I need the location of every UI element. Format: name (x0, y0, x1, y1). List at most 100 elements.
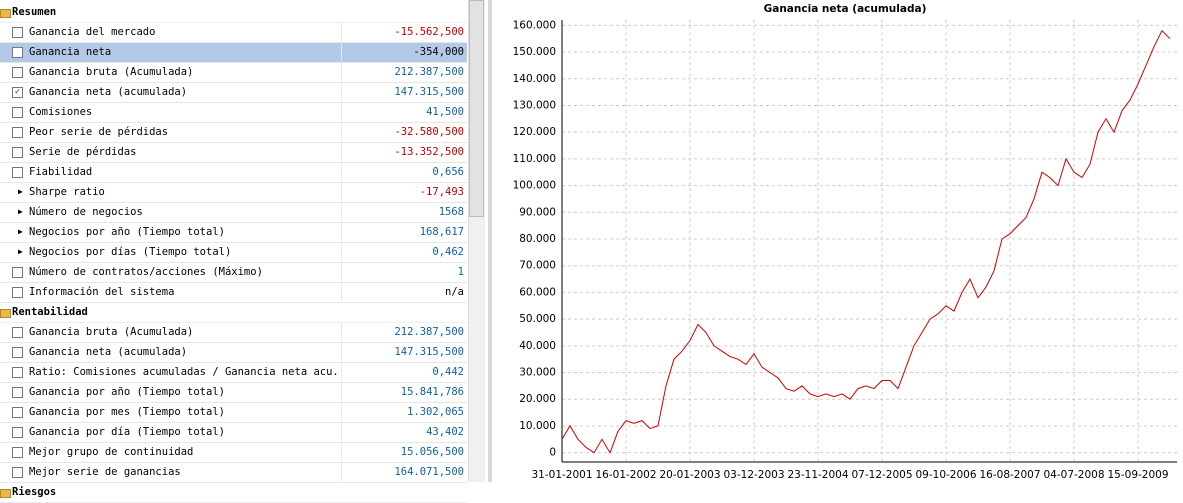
stat-label: Ganancia neta (29, 46, 112, 58)
stat-label: Información del sistema (29, 286, 175, 298)
stat-row[interactable]: Ganancia del mercado -15.562,500 (0, 23, 467, 43)
stat-row[interactable]: Ganancia por año (Tiempo total) 15.841,78… (0, 383, 467, 403)
checkbox[interactable] (12, 327, 23, 338)
x-tick-label: 04-07-2008 (1043, 469, 1104, 481)
section-title: Resumen (12, 6, 57, 18)
stat-value: 1.302,065 (341, 403, 464, 421)
stat-row[interactable]: ▶ Negocios por días (Tiempo total) 0,462 (0, 243, 467, 263)
stat-value: 0,462 (341, 243, 464, 261)
stat-value: -354,000 (341, 43, 464, 61)
stat-value: -32.580,500 (341, 123, 464, 141)
stat-row[interactable]: Fiabilidad 0,656 (0, 163, 467, 183)
stat-row[interactable]: Ganancia bruta (Acumulada) 212.387,500 (0, 63, 467, 83)
y-tick-label: 30.000 (519, 367, 556, 379)
stat-row[interactable]: Número de contratos/acciones (Máximo) 1 (0, 263, 467, 283)
stat-label: Ganancia por día (Tiempo total) (29, 426, 225, 438)
stat-row[interactable]: Ganancia por día (Tiempo total) 43,402 (0, 423, 467, 443)
y-tick-label: 40.000 (519, 340, 556, 352)
checkbox[interactable] (12, 407, 23, 418)
stat-value: -15.562,500 (341, 23, 464, 41)
stat-row[interactable]: Ratio: Comisiones acumuladas / Ganancia … (0, 363, 467, 383)
checkbox[interactable] (12, 167, 23, 178)
x-tick-label: 15-09-2009 (1107, 469, 1168, 481)
checkbox[interactable] (12, 147, 23, 158)
expand-arrow[interactable]: ▶ (18, 187, 23, 196)
stat-label: Ganancia neta (acumulada) (29, 346, 188, 358)
stat-row[interactable]: Mejor grupo de continuidad 15.056,500 (0, 443, 467, 463)
stat-value: 1568 (341, 203, 464, 221)
stat-row[interactable]: Mejor serie de ganancias 164.071,500 (0, 463, 467, 483)
stat-label: Ganancia bruta (Acumulada) (29, 326, 194, 338)
stat-label: Ratio: Comisiones acumuladas / Ganancia … (29, 366, 339, 378)
stat-value: 0,442 (341, 363, 464, 381)
stat-label: Fiabilidad (29, 166, 93, 178)
checkbox[interactable] (12, 47, 23, 58)
expand-arrow[interactable]: ▶ (18, 247, 23, 256)
stat-row[interactable]: Peor serie de pérdidas -32.580,500 (0, 123, 467, 143)
x-tick-label: 07-12-2005 (851, 469, 912, 481)
stat-row[interactable]: Ganancia bruta (Acumulada) 212.387,500 (0, 323, 467, 343)
checkbox[interactable] (12, 467, 23, 478)
stat-label: Comisiones (29, 106, 93, 118)
checkbox[interactable] (12, 427, 23, 438)
stat-value: 147.315,500 (341, 343, 464, 361)
checkbox[interactable] (12, 367, 23, 378)
stat-row[interactable]: ▶ Sharpe ratio -17,493 (0, 183, 467, 203)
stat-row[interactable]: ▶ Número de negocios 1568 (0, 203, 467, 223)
y-tick-label: 100.000 (513, 180, 556, 192)
stat-label: Ganancia bruta (Acumulada) (29, 66, 194, 78)
y-tick-label: 160.000 (513, 19, 556, 31)
stat-row[interactable]: ▶ Negocios por año (Tiempo total) 168,617 (0, 223, 467, 243)
stat-value: 147.315,500 (341, 83, 464, 101)
x-tick-label: 16-08-2007 (979, 469, 1040, 481)
x-tick-label: 09-10-2006 (915, 469, 976, 481)
section-header[interactable]: Rentabilidad (0, 303, 467, 323)
stat-row[interactable]: Ganancia por mes (Tiempo total) 1.302,065 (0, 403, 467, 423)
stat-label: Ganancia por mes (Tiempo total) (29, 406, 225, 418)
y-tick-label: 60.000 (519, 286, 556, 298)
stat-value: n/a (341, 283, 464, 301)
y-tick-label: 120.000 (513, 126, 556, 138)
stat-value: -17,493 (341, 183, 464, 201)
checkbox[interactable] (12, 387, 23, 398)
x-tick-label: 31-01-2001 (531, 469, 592, 481)
checkbox[interactable] (12, 107, 23, 118)
scroll-thumb[interactable] (469, 0, 484, 217)
y-tick-label: 10.000 (519, 420, 556, 432)
stat-label: Número de negocios (29, 206, 143, 218)
chart: Ganancia neta (acumulada) 0 10.000 20.000 3… (513, 3, 1177, 481)
stat-row[interactable]: Ganancia neta (acumulada) 147.315,500 (0, 343, 467, 363)
x-tick-label: 03-12-2003 (723, 469, 784, 481)
stat-row[interactable]: Información del sistema n/a (0, 283, 467, 303)
stat-row[interactable]: Comisiones 41,500 (0, 103, 467, 123)
checkbox[interactable]: ✓ (12, 87, 23, 98)
expand-arrow[interactable]: ▶ (18, 207, 23, 216)
splitter[interactable] (488, 0, 492, 482)
section-header[interactable]: Resumen (0, 3, 467, 23)
checkbox[interactable] (12, 67, 23, 78)
checkbox[interactable] (12, 27, 23, 38)
y-tick-label: 70.000 (519, 260, 556, 272)
stat-value: 0,656 (341, 163, 464, 181)
data-line (561, 29, 1171, 454)
stat-label: Mejor grupo de continuidad (29, 446, 194, 458)
stat-label: Ganancia por año (Tiempo total) (29, 386, 225, 398)
stat-value: 15.056,500 (341, 443, 464, 461)
checkbox[interactable] (12, 447, 23, 458)
checkbox[interactable] (12, 267, 23, 278)
section-header[interactable]: Riesgos (0, 483, 467, 503)
checkbox[interactable] (12, 127, 23, 138)
checkbox[interactable] (12, 347, 23, 358)
stat-label: Peor serie de pérdidas (29, 126, 169, 138)
stat-value: 164.071,500 (341, 463, 464, 481)
chart-title: Ganancia neta (acumulada) (764, 3, 927, 15)
stat-label: Sharpe ratio (29, 186, 105, 198)
stat-row[interactable]: Ganancia neta -354,000 (0, 43, 467, 63)
y-tick-label: 50.000 (519, 313, 556, 325)
stat-row[interactable]: ✓ Ganancia neta (acumulada) 147.315,500 (0, 83, 467, 103)
stat-value: -13.352,500 (341, 143, 464, 161)
stat-row[interactable]: Serie de pérdidas -13.352,500 (0, 143, 467, 163)
checkbox[interactable] (12, 287, 23, 298)
expand-arrow[interactable]: ▶ (18, 227, 23, 236)
y-tick-label: 150.000 (513, 46, 556, 58)
